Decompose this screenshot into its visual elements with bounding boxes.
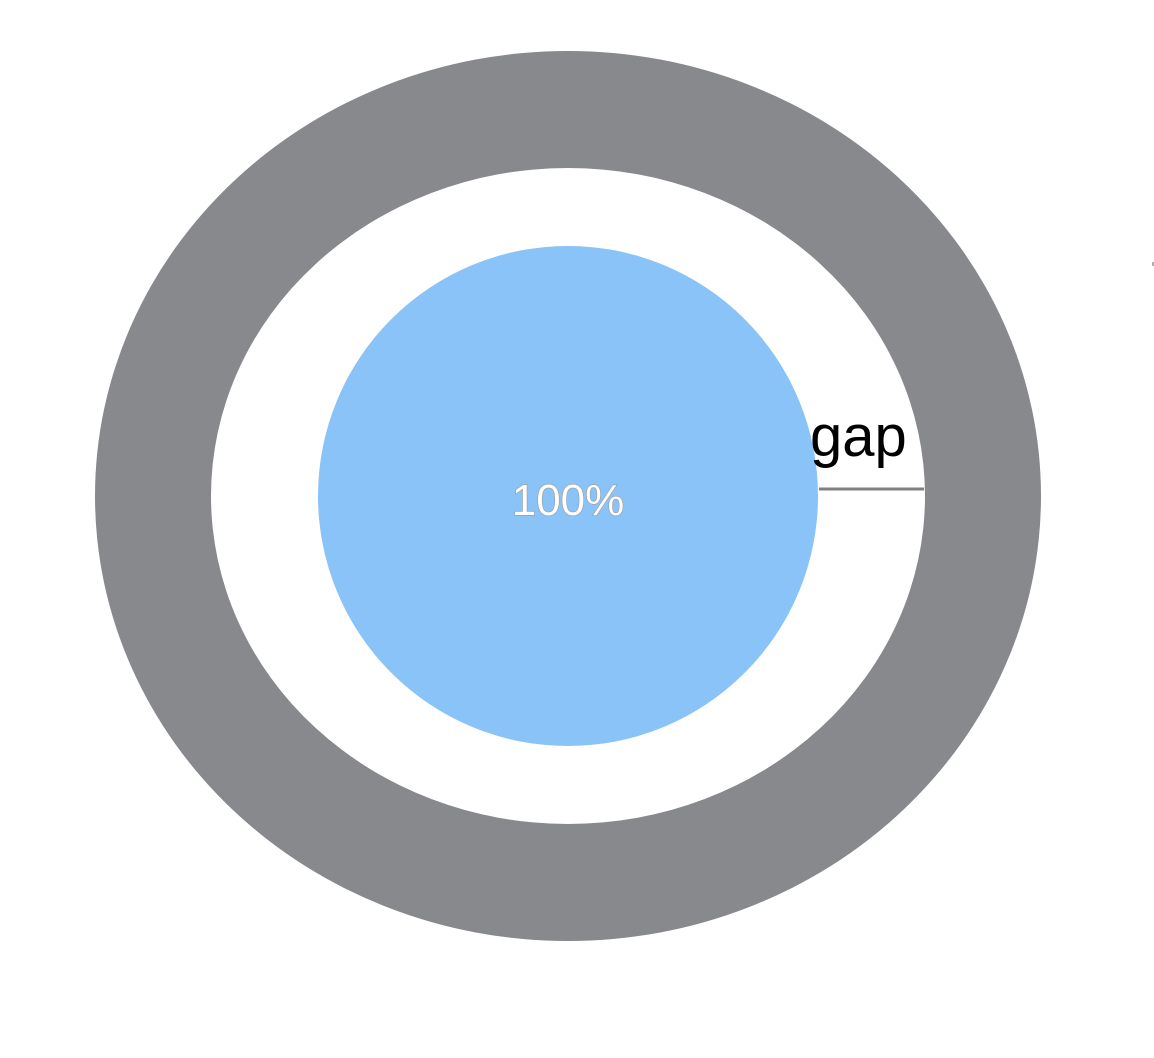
gap-label: gap — [810, 404, 907, 469]
inner-circle — [318, 246, 818, 746]
center-label: 100% — [512, 476, 625, 525]
edge-mark — [1152, 262, 1154, 266]
